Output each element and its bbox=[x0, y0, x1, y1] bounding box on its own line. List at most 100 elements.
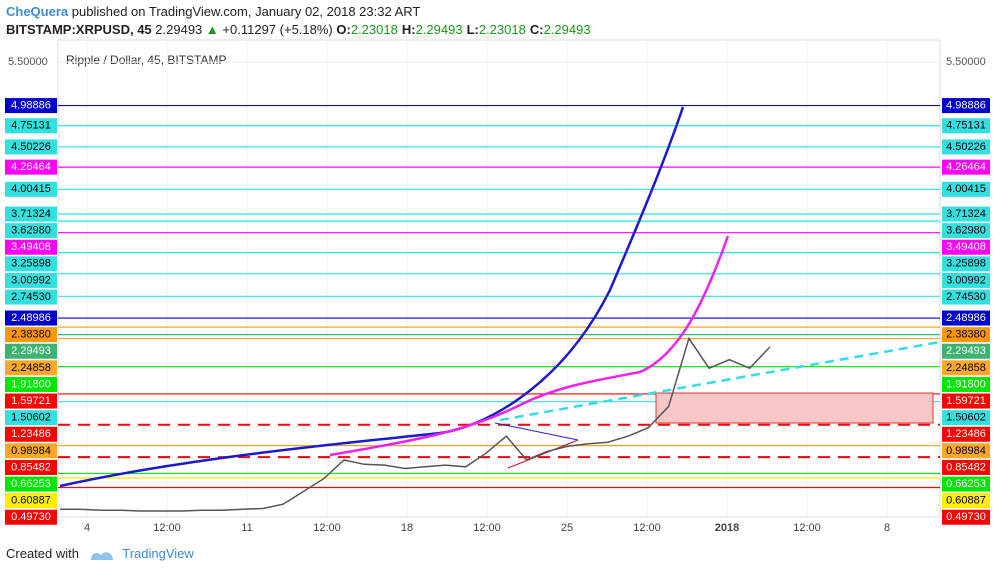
level-tag bbox=[5, 272, 57, 288]
published: published on TradingView.com, January 02… bbox=[71, 4, 421, 19]
level-label: 0.49730 bbox=[11, 511, 51, 523]
level-tag bbox=[5, 459, 57, 475]
level-label: 3.62980 bbox=[11, 225, 51, 237]
level-label: 3.25898 bbox=[946, 258, 986, 270]
level-tag bbox=[942, 272, 990, 288]
header: CheQuera published on TradingView.com, J… bbox=[6, 3, 595, 39]
level-tag bbox=[5, 410, 57, 426]
level-label: 0.66253 bbox=[946, 478, 986, 490]
level-label: 1.50602 bbox=[11, 412, 51, 424]
level-label: 1.59721 bbox=[946, 395, 986, 407]
symbol: BITSTAMP:XRPUSD, 45 bbox=[6, 22, 152, 37]
zone bbox=[655, 392, 934, 424]
x-tick-label: 12:00 bbox=[153, 522, 181, 534]
price-line bbox=[60, 336, 771, 512]
level-tag bbox=[5, 159, 57, 175]
ohlc-value: 2.29493 bbox=[415, 22, 463, 37]
brand[interactable]: TradingView bbox=[122, 546, 194, 561]
curve-blue bbox=[59, 106, 685, 488]
level-label: 2.38380 bbox=[11, 329, 51, 341]
level-tag bbox=[5, 98, 57, 114]
level-label: 4.50226 bbox=[946, 141, 986, 153]
level-label: 2.29493 bbox=[11, 345, 51, 357]
level-tag bbox=[5, 343, 57, 359]
level-tag bbox=[942, 206, 990, 222]
logo bbox=[90, 551, 113, 560]
level-label: 4.98886 bbox=[11, 99, 51, 111]
level-label: 0.98984 bbox=[11, 445, 51, 457]
level-label: 0.85482 bbox=[11, 461, 51, 473]
level-label: 3.00992 bbox=[946, 274, 986, 286]
level-tag bbox=[942, 239, 990, 255]
level-tag bbox=[942, 426, 990, 442]
level-tag bbox=[942, 223, 990, 239]
level-label: 3.71324 bbox=[11, 208, 51, 220]
x-tick-label: 12:00 bbox=[633, 522, 661, 534]
x-tick-label: 25 bbox=[561, 522, 573, 534]
level-label: 4.50226 bbox=[11, 141, 51, 153]
level-label: 0.60887 bbox=[11, 495, 51, 507]
level-label: 2.29493 bbox=[946, 345, 986, 357]
ohlc-key: L: bbox=[466, 22, 479, 37]
level-tag bbox=[5, 139, 57, 155]
level-tag bbox=[942, 118, 990, 134]
y-tick-label: 5.50000 bbox=[8, 56, 48, 68]
level-tag bbox=[5, 239, 57, 255]
level-tag bbox=[942, 509, 990, 525]
level-tag bbox=[942, 476, 990, 492]
level-label: 3.49408 bbox=[946, 241, 986, 253]
level-tag bbox=[5, 393, 57, 409]
level-label: 1.91800 bbox=[11, 378, 51, 390]
user[interactable]: CheQuera bbox=[6, 4, 69, 19]
level-label: 1.59721 bbox=[11, 395, 51, 407]
level-tag bbox=[942, 459, 990, 475]
level-tag bbox=[942, 343, 990, 359]
x-tick-label: 12:00 bbox=[313, 522, 341, 534]
x-tick-label: 4 bbox=[84, 522, 90, 534]
ohlc-key: C: bbox=[529, 22, 544, 37]
level-label: 0.66253 bbox=[11, 478, 51, 490]
level-tag bbox=[5, 327, 57, 343]
level-label: 3.49408 bbox=[11, 241, 51, 253]
footer: Created with TradingView bbox=[6, 546, 194, 562]
level-label: 4.00415 bbox=[946, 183, 986, 195]
level-label: 4.98886 bbox=[946, 99, 986, 111]
level-tag bbox=[942, 443, 990, 459]
level-label: 1.23486 bbox=[11, 428, 51, 440]
level-tag bbox=[942, 256, 990, 272]
level-label: 4.75131 bbox=[11, 120, 51, 132]
curve-magenta bbox=[329, 235, 730, 457]
level-label: 3.00992 bbox=[11, 274, 51, 286]
level-label: 4.75131 bbox=[946, 120, 986, 132]
ohlc: O:2.23018 H:2.29493 L:2.23018 C:2.29493 bbox=[336, 22, 594, 37]
triangle-low bbox=[507, 439, 579, 469]
level-tag bbox=[5, 118, 57, 134]
level-tag bbox=[942, 159, 990, 175]
ohlc-value: 2.23018 bbox=[478, 22, 526, 37]
level-tag bbox=[942, 410, 990, 426]
level-label: 2.48986 bbox=[11, 312, 51, 324]
level-label: 4.00415 bbox=[11, 183, 51, 195]
level-tag bbox=[942, 98, 990, 114]
ohlc-key: H: bbox=[401, 22, 416, 37]
plot-frame bbox=[57, 39, 941, 518]
level-label: 4.26464 bbox=[11, 161, 51, 173]
level-tag bbox=[942, 327, 990, 343]
level-tag bbox=[942, 310, 990, 326]
level-label: 3.71324 bbox=[946, 208, 986, 220]
level-label: 2.24858 bbox=[11, 362, 51, 374]
level-tag bbox=[5, 310, 57, 326]
x-tick-label: 18 bbox=[401, 522, 413, 534]
ohlc-key: O: bbox=[336, 22, 351, 37]
x-tick-label: 12:00 bbox=[793, 522, 821, 534]
chart-title: Ripple / Dollar, 45, BITSTAMP bbox=[66, 53, 227, 67]
level-label: 1.91800 bbox=[946, 378, 986, 390]
level-label: 0.49730 bbox=[946, 511, 986, 523]
change: +0.11297 (+5.18%) bbox=[222, 22, 333, 37]
level-tag bbox=[5, 223, 57, 239]
level-tag bbox=[5, 476, 57, 492]
y-tick-label: 5.50000 bbox=[946, 56, 986, 68]
level-tag bbox=[5, 426, 57, 442]
